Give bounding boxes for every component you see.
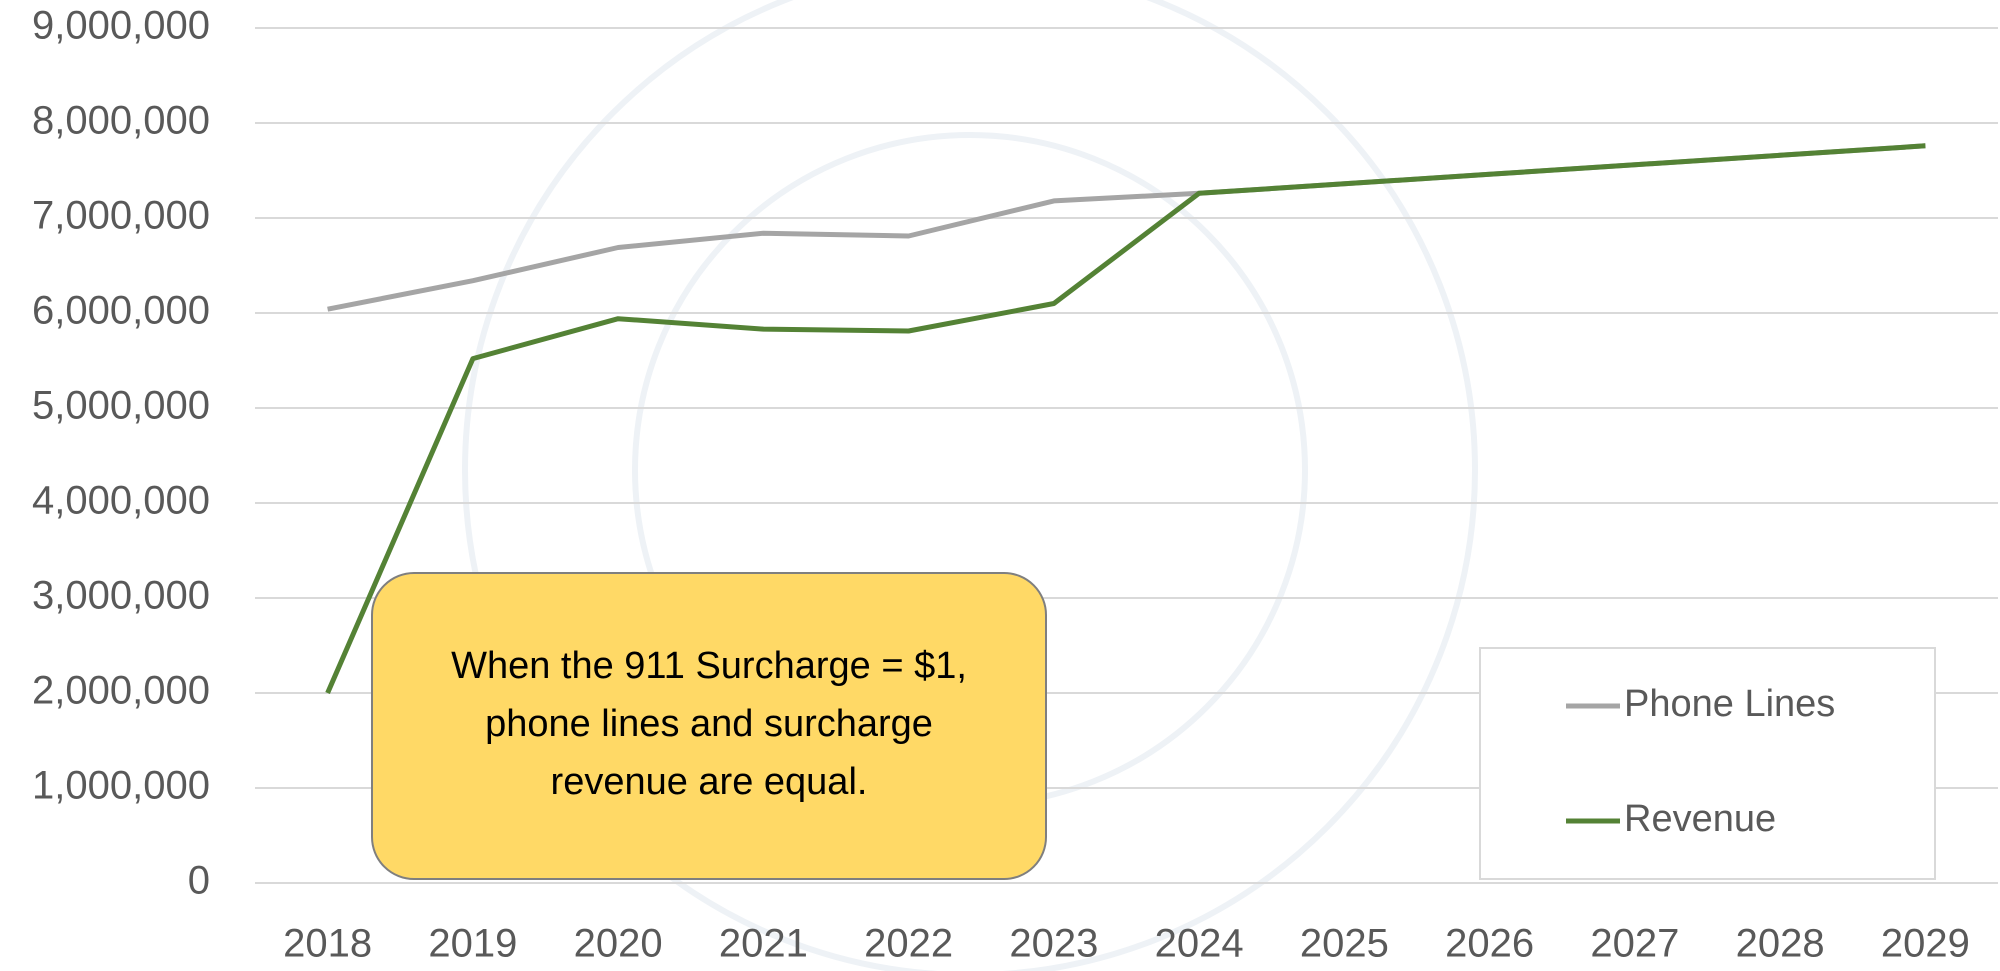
y-tick-label: 2,000,000 [32, 669, 210, 713]
x-tick-label: 2025 [1300, 922, 1389, 966]
y-tick-label: 5,000,000 [32, 384, 210, 428]
x-tick-label: 2028 [1736, 922, 1825, 966]
x-tick-label: 2027 [1590, 922, 1679, 966]
lines [325, 143, 1926, 694]
x-tick-label: 2029 [1881, 922, 1970, 966]
annotation-text: revenue are equal. [551, 761, 868, 803]
y-tick-label: 4,000,000 [32, 479, 210, 523]
x-tick-label: 2022 [864, 922, 953, 966]
y-tick-label: 6,000,000 [32, 289, 210, 333]
legend-box [1479, 647, 1936, 880]
y-tick-label: 0 [188, 859, 210, 903]
annotation-box [371, 572, 1047, 880]
annotation-text: When the 911 Surcharge = $1, [451, 645, 967, 687]
x-tick-label: 2018 [283, 922, 372, 966]
x-tick-label: 2020 [574, 922, 663, 966]
y-tick-label: 9,000,000 [32, 4, 210, 48]
x-tick-label: 2023 [1009, 922, 1098, 966]
x-tick-label: 2021 [719, 922, 808, 966]
annotation-text: phone lines and surcharge [485, 703, 933, 745]
legend-label: Phone Lines [1624, 683, 1835, 725]
x-tick-label: 2026 [1445, 922, 1534, 966]
x-tick-label: 2024 [1155, 922, 1244, 966]
annotation: When the 911 Surcharge = $1, phone lines … [371, 572, 1047, 880]
watermark-ring [462, 0, 1478, 971]
y-tick-label: 1,000,000 [32, 764, 210, 808]
y-tick-label: 3,000,000 [32, 574, 210, 618]
legend: Phone Lines Revenue [1479, 647, 1936, 880]
series-line [325, 143, 1926, 694]
labels: 0 1,000,000 2,000,000 3,000,000 4,000,000 5,0… [32, 4, 1970, 966]
y-tick-label: 8,000,000 [32, 99, 210, 143]
x-tick-label: 2019 [428, 922, 517, 966]
legend-label: Revenue [1624, 798, 1776, 840]
y-tick-label: 7,000,000 [32, 194, 210, 238]
